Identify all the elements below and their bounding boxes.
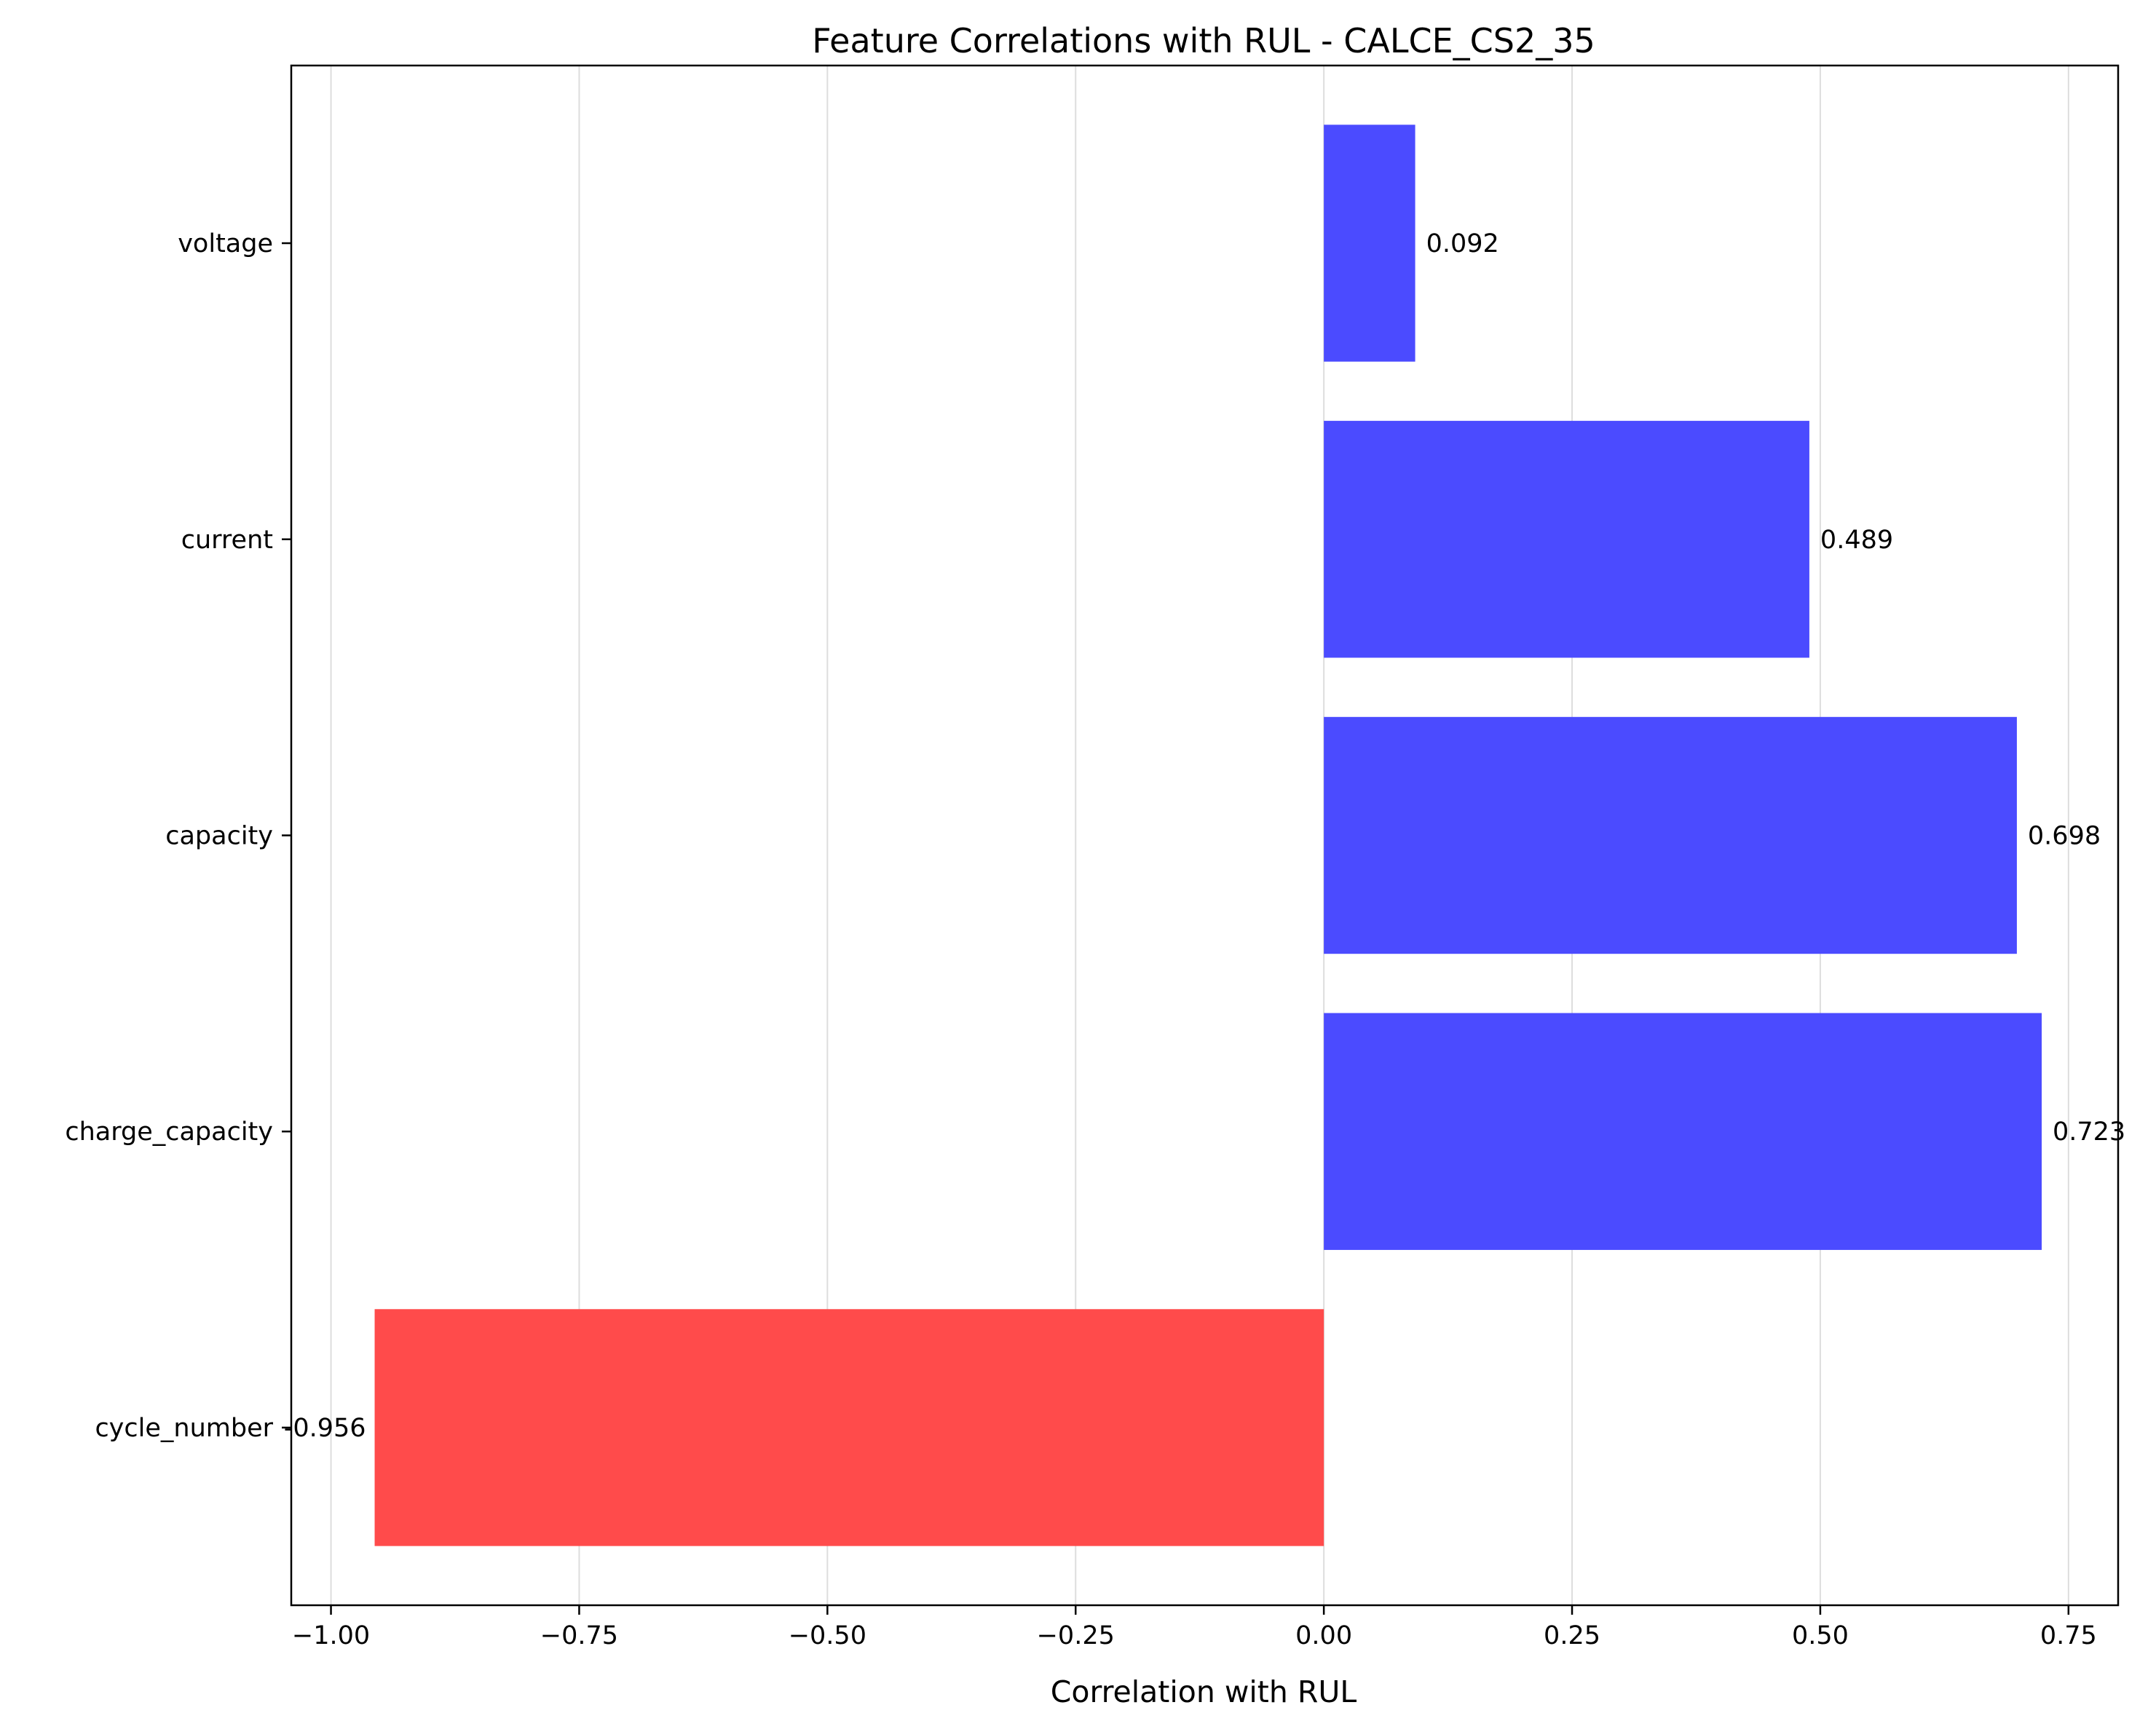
bar-value-label: 0.489 (1820, 526, 1893, 555)
x-tick-label: 0.75 (2040, 1621, 2097, 1650)
bar-cycle-number (375, 1309, 1324, 1546)
y-tick-label: capacity (165, 822, 273, 851)
x-tick-label: −1.00 (292, 1621, 370, 1650)
bar-charge-capacity (1324, 1013, 2042, 1250)
x-axis-label: Correlation with RUL (1051, 1674, 1357, 1709)
bar-value-label: 0.723 (2053, 1117, 2125, 1147)
chart-title: Feature Correlations with RUL - CALCE_CS… (812, 21, 1595, 60)
bar-current (1324, 421, 1809, 657)
bar-layer (375, 124, 2042, 1546)
x-tick-label: 0.25 (1544, 1621, 1600, 1650)
x-tick-label: −0.50 (789, 1621, 866, 1650)
x-tick-label: 0.00 (1295, 1621, 1352, 1650)
bar-value-label: -0.956 (284, 1414, 366, 1443)
bar-voltage (1324, 124, 1415, 361)
y-tick-label: charge_capacity (65, 1117, 273, 1147)
x-tick-label: −0.75 (540, 1621, 618, 1650)
x-tick-label: 0.50 (1792, 1621, 1849, 1650)
y-tick-label: voltage (178, 229, 273, 258)
bar-value-label: 0.698 (2028, 822, 2101, 851)
y-tick-label: cycle_number (95, 1414, 273, 1443)
x-tick-label: −0.25 (1037, 1621, 1115, 1650)
bar-value-label: 0.092 (1426, 229, 1499, 258)
bar-capacity (1324, 717, 2017, 954)
y-tick-label: current (181, 526, 273, 555)
